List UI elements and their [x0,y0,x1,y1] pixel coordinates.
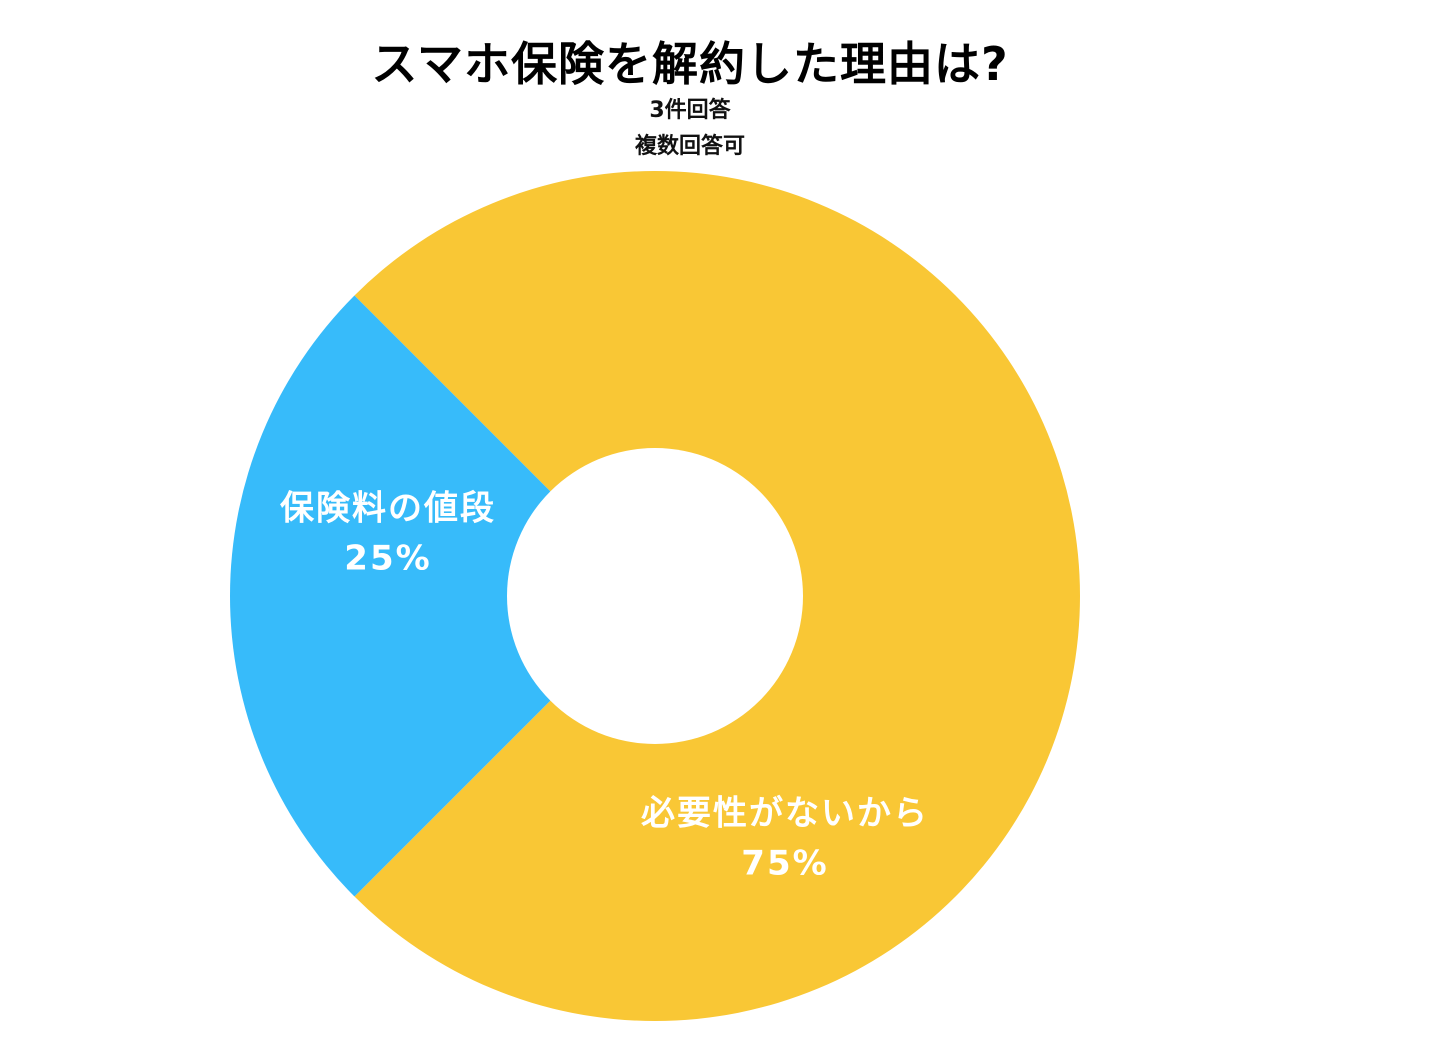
slice-label-2: 保険料の値段 [280,489,496,529]
chart-subtitle-multiple-answers: 複数回答可 [634,134,745,159]
donut-hole [507,448,803,744]
slice-label-1: 必要性がないから [641,794,929,834]
chart-subtitle-response-count: 3件回答 [649,98,731,123]
chart-title: スマホ保険を解約した理由は? [371,37,1009,91]
slice-value-label-1: 75% [741,844,828,884]
slice-value-label-2: 25% [344,539,431,579]
slice-labels: 必要性がないから 75% 保険料の値段 25% [280,489,929,884]
pie-slice-2 [230,295,655,897]
